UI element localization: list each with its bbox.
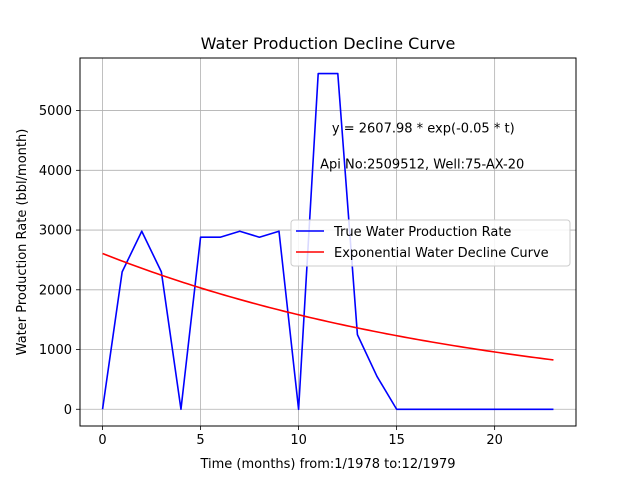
- legend-label-true-rate: True Water Production Rate: [333, 225, 511, 240]
- x-axis-label: Time (months) from:1/1978 to:12/1979: [199, 457, 455, 472]
- chart-title: Water Production Decline Curve: [201, 34, 456, 53]
- plot-frame: [79, 57, 577, 427]
- annotations: y = 2607.98 * exp(-0.05 * t) Api No:25095…: [320, 122, 524, 173]
- series: [101, 72, 554, 411]
- y-tick-label: 0: [64, 403, 72, 418]
- x-tick-label: 5: [196, 433, 204, 448]
- annotation-text-1: Api No:2509512, Well:75-AX-20: [320, 158, 524, 173]
- legend: True Water Production Rate Exponential W…: [290, 219, 571, 267]
- annotation-text-0: y = 2607.98 * exp(-0.05 * t): [332, 122, 515, 137]
- legend-box: [290, 219, 571, 267]
- y-tick-label: 1000: [39, 343, 72, 358]
- axes: 0 5 10 15 20 0 1000 2000 3000 4000 5000: [39, 104, 503, 448]
- y-tick-label: 2000: [39, 283, 72, 298]
- series-true-water-production-rate: [101, 72, 554, 411]
- legend-label-exponential: Exponential Water Decline Curve: [334, 246, 549, 261]
- y-tick-label: 4000: [39, 164, 72, 179]
- y-tick-label: 5000: [39, 104, 72, 119]
- x-tick-label: 15: [388, 433, 405, 448]
- series-exponential-water-decline-curve: [102, 252, 554, 361]
- x-tick-label: 20: [486, 433, 503, 448]
- x-tick-label: 0: [98, 433, 106, 448]
- y-axis-label: Water Production Rate (bbl/month): [15, 129, 30, 356]
- x-tick-label: 10: [290, 433, 307, 448]
- y-tick-label: 3000: [39, 224, 72, 239]
